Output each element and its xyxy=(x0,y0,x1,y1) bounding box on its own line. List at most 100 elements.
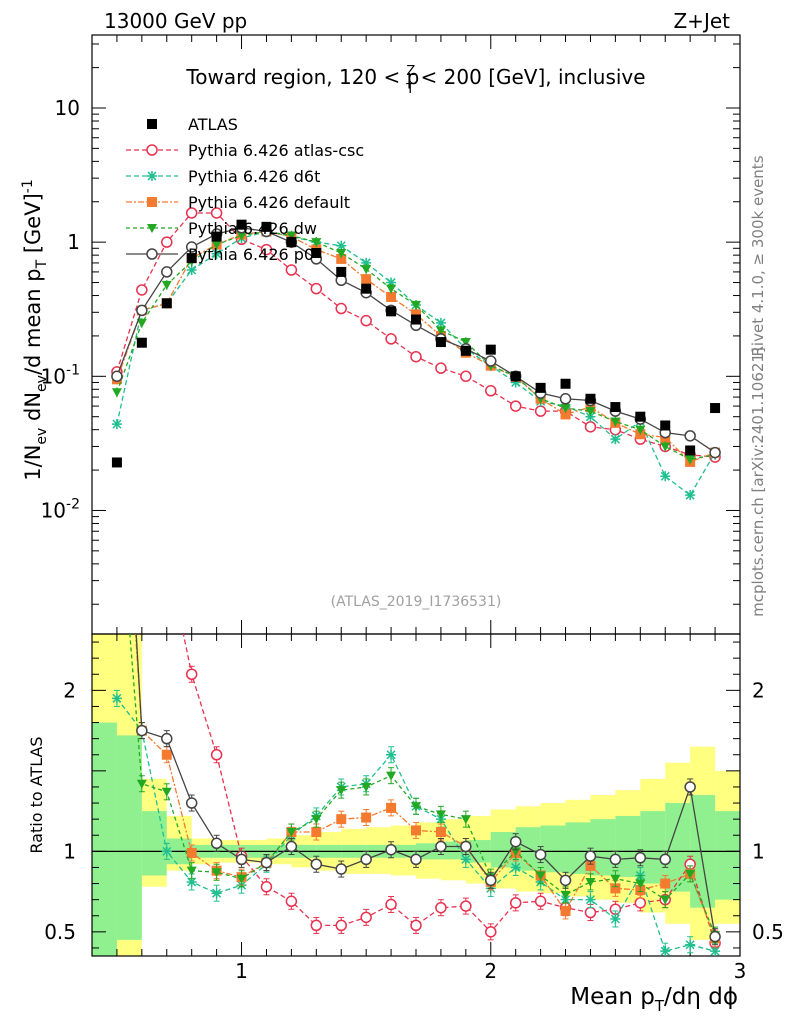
ratio-point xyxy=(360,853,372,866)
data-point xyxy=(111,370,123,383)
legend-item: Pythia 6.426 default xyxy=(126,193,350,212)
ratio-point xyxy=(185,668,198,680)
data-point xyxy=(311,248,322,259)
data-point xyxy=(286,237,297,248)
legend-marker xyxy=(146,144,158,156)
legend-label: Pythia 6.426 p0 xyxy=(188,245,314,264)
data-point xyxy=(335,302,347,315)
data-point xyxy=(336,249,347,259)
data-point xyxy=(261,221,272,232)
ratio-point xyxy=(136,724,148,737)
data-point xyxy=(136,318,147,328)
ratio-point xyxy=(585,894,596,905)
data-point xyxy=(286,231,297,241)
data-point xyxy=(660,420,671,431)
ratio-point xyxy=(659,853,671,866)
ratio-point xyxy=(660,878,671,889)
ratio-point xyxy=(585,877,596,887)
data-point xyxy=(509,400,522,412)
ratio-point xyxy=(260,856,273,869)
ratio-point xyxy=(361,812,372,823)
ratio-point xyxy=(710,946,721,956)
data-point xyxy=(510,371,521,382)
ratio-point xyxy=(335,919,347,932)
ratio-point xyxy=(111,693,122,704)
legend-item: Pythia 6.426 dw xyxy=(126,219,317,238)
legend-marker xyxy=(146,248,158,260)
ratio-point xyxy=(435,810,446,820)
y-tick-label-ratio-right: 1 xyxy=(752,839,765,863)
data-point xyxy=(709,446,721,459)
data-point xyxy=(585,393,596,404)
data-point xyxy=(535,382,546,393)
ratio-point xyxy=(185,797,198,809)
ratio-point xyxy=(186,876,197,887)
y-axis-label-ratio: Ratio to ATLAS xyxy=(27,736,46,853)
ratio-point xyxy=(361,782,372,792)
legend-label: Pythia 6.426 default xyxy=(188,193,350,212)
data-point xyxy=(460,338,471,348)
ratio-band-stat xyxy=(92,722,117,956)
ratio-band-stat xyxy=(715,811,740,900)
data-point xyxy=(560,404,571,414)
ratio-point xyxy=(485,874,497,887)
legend-item: Pythia 6.426 p0 xyxy=(126,245,314,264)
ratio-point xyxy=(112,251,122,261)
side-label-bottom: mcplots.cern.ch [arXiv:2401.10621] xyxy=(749,347,767,617)
data-point xyxy=(336,253,347,264)
ratio-point xyxy=(162,549,172,559)
data-point xyxy=(485,344,496,355)
legend: ATLAS Pythia 6.426 atlas-csc Pythia 6.426 … xyxy=(126,115,364,264)
ratio-series-pythia-6-426-p0 xyxy=(112,299,721,946)
data-point xyxy=(185,207,198,219)
ratio-point xyxy=(386,802,397,813)
data-point xyxy=(311,238,322,248)
data-point xyxy=(161,236,173,248)
ratio-point xyxy=(386,771,397,781)
ratio-series-group xyxy=(111,251,721,956)
ratio-point xyxy=(137,613,147,623)
data-point xyxy=(386,292,397,303)
ratio-point xyxy=(112,299,122,309)
legend-item: Pythia 6.426 atlas-csc xyxy=(126,141,364,160)
data-point xyxy=(360,314,372,327)
legend-label: ATLAS xyxy=(188,115,238,134)
legend-label: Pythia 6.426 d6t xyxy=(188,167,320,186)
ratio-point xyxy=(112,469,122,478)
ratio-point xyxy=(585,860,596,871)
data-point xyxy=(584,421,597,433)
ratio-point xyxy=(310,858,323,870)
ratio-point xyxy=(559,874,572,887)
ratio-point xyxy=(660,946,671,956)
ratio-point xyxy=(635,879,646,889)
data-point xyxy=(161,266,173,278)
data-point xyxy=(510,377,521,388)
data-point xyxy=(410,350,422,363)
header-right: Z+Jet xyxy=(673,9,730,33)
ratio-point xyxy=(336,814,347,825)
side-label-top: Rivet 4.1.0, ≥ 300k events xyxy=(749,155,767,356)
series-atlas xyxy=(111,219,721,468)
legend-marker xyxy=(147,119,157,129)
data-point xyxy=(310,282,323,295)
ratio-point xyxy=(435,827,446,838)
ratio-point xyxy=(509,835,522,848)
data-point xyxy=(361,265,372,275)
ratio-band-stat xyxy=(116,735,142,940)
data-point xyxy=(435,317,446,328)
data-point xyxy=(211,231,222,242)
ratio-point xyxy=(136,779,147,789)
data-point xyxy=(186,253,197,264)
y-tick-label-main: 10-1 xyxy=(41,362,80,388)
ratio-point xyxy=(311,827,322,838)
data-point xyxy=(660,442,671,452)
x-tick-label: 3 xyxy=(734,959,747,983)
ratio-point xyxy=(186,866,197,876)
y-tick-label-ratio-right: 2 xyxy=(752,678,765,702)
data-point xyxy=(684,430,696,442)
y-tick-label-ratio: 2 xyxy=(63,678,76,702)
y-tick-label-main: 10-2 xyxy=(41,496,80,522)
data-point xyxy=(111,388,122,398)
data-point xyxy=(585,407,596,417)
